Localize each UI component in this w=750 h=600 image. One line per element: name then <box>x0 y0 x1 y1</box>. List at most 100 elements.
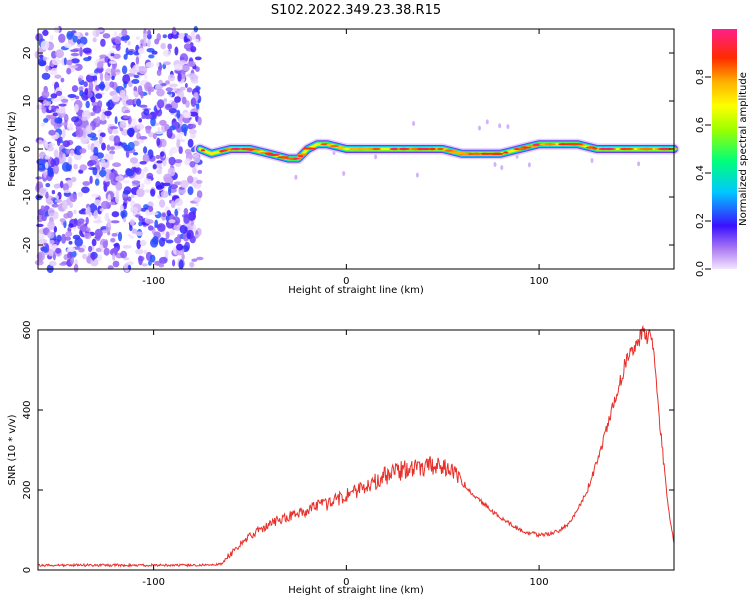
noise-cell <box>129 157 139 164</box>
noise-cell <box>42 29 49 36</box>
noise-cell <box>99 169 107 177</box>
noise-cell <box>41 72 51 80</box>
noise-cell <box>67 94 77 98</box>
noise-cell <box>182 111 192 117</box>
colorbar-tick-label: 0.8 <box>695 69 706 85</box>
noise-cell <box>146 172 154 180</box>
noise-cell <box>91 238 97 247</box>
noise-cell <box>36 251 45 262</box>
noise-cell <box>43 246 48 254</box>
noise-cell <box>73 153 82 161</box>
noise-cell <box>115 69 120 73</box>
noise-cell <box>176 243 184 251</box>
ridge-peak <box>389 147 400 151</box>
noise-cell <box>135 231 144 236</box>
noise-cell <box>51 203 59 208</box>
noise-cell <box>70 52 80 57</box>
noise-cell <box>129 225 133 232</box>
y-tick-label: 10 <box>22 95 33 108</box>
noise-cell <box>178 146 183 155</box>
noise-cell <box>104 212 110 222</box>
noise-cell <box>37 240 44 248</box>
noise-cell <box>53 149 59 159</box>
noise-cell <box>155 84 163 91</box>
noise-cell <box>59 180 64 189</box>
noise-cell <box>156 160 163 164</box>
noise-cell <box>137 85 143 95</box>
ridge-peak <box>444 149 453 152</box>
noise-cell <box>136 123 145 130</box>
noise-cell <box>45 183 51 188</box>
noise-cell <box>181 253 185 261</box>
noise-cell <box>156 69 162 76</box>
y-tick-label: 20 <box>22 47 33 60</box>
noise-cell <box>66 30 74 40</box>
noise-cell <box>140 39 144 44</box>
noise-cell <box>183 43 192 50</box>
noise-cell <box>187 61 196 67</box>
noise-cell <box>99 119 107 125</box>
noise-cell <box>155 154 161 160</box>
noise-cell <box>115 43 121 52</box>
noise-cell <box>41 214 47 222</box>
noise-cell <box>114 116 118 125</box>
noise-cell <box>64 236 72 241</box>
noise-cell <box>115 181 123 191</box>
ridge-peak <box>593 147 598 150</box>
noise-cell <box>178 259 184 270</box>
noise-cell <box>135 36 140 40</box>
noise-cell <box>75 127 84 138</box>
noise-cell <box>100 38 106 47</box>
noise-cell <box>93 210 98 220</box>
noise-cell <box>36 104 42 110</box>
noise-cell <box>172 216 181 226</box>
noise-cell <box>130 194 135 199</box>
snr-y-axis-label: SNR (10 * v/v) <box>7 414 18 485</box>
noise-cell <box>143 166 149 173</box>
noise-cell <box>57 108 66 114</box>
noise-cell <box>110 237 116 243</box>
noise-cell <box>195 86 201 91</box>
spectrogram-y-ticks: -20 -10 0 10 20 <box>22 47 674 253</box>
noise-cell <box>139 104 148 108</box>
snr-plot: 0 200 400 600 -100 0 100 SNR (10 * v/v) Heigh… <box>7 320 675 596</box>
noise-cell <box>127 124 133 128</box>
noise-cell <box>159 119 167 126</box>
noise-cell <box>159 199 166 208</box>
noise-cell <box>70 49 79 53</box>
noise-cell <box>149 254 156 263</box>
noise-cell <box>189 261 195 268</box>
noise-cell <box>86 227 91 232</box>
noise-cell <box>151 50 158 55</box>
noise-cell <box>44 155 51 160</box>
noise-cell <box>59 218 66 223</box>
colorbar-label: Normalized spectral amplitude <box>738 72 749 226</box>
snr-x-axis-label: Height of straight line (km) <box>288 585 424 596</box>
ridge-peak <box>244 147 253 151</box>
noise-cell <box>82 253 87 260</box>
noise-cell <box>48 106 52 111</box>
noise-cell <box>79 148 87 154</box>
noise-cell <box>60 77 65 83</box>
noise-cell <box>172 87 178 92</box>
noise-cell <box>122 115 131 119</box>
ridge-peak <box>298 155 304 158</box>
noise-cell <box>162 182 171 187</box>
colorbar-tick-label: 0.2 <box>695 213 706 229</box>
colorbar: 0.0 0.2 0.4 0.6 0.8 Normalized spectral ampl… <box>695 29 749 277</box>
noise-cell <box>103 247 110 256</box>
noise-cell <box>79 224 88 232</box>
noise-cell <box>67 156 73 165</box>
noise-cell <box>169 229 175 236</box>
noise-cell <box>184 83 188 88</box>
noise-cell <box>67 210 73 219</box>
ridge-peak <box>471 152 482 155</box>
ridge-peak <box>230 147 241 151</box>
noise-cell <box>48 260 57 267</box>
noise-cell <box>123 262 130 273</box>
noise-cell <box>412 121 416 126</box>
noise-cell <box>70 176 77 183</box>
noise-cell <box>122 180 130 184</box>
noise-cell <box>56 234 62 243</box>
noise-cell <box>71 116 76 122</box>
